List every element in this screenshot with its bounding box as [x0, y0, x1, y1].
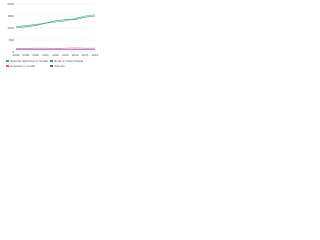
- legend-label: Rural or Urban Roads: [54, 59, 84, 63]
- x-tick-label: 2009: [23, 53, 30, 57]
- legend-label: Hospitals or similar: [10, 64, 35, 68]
- x-tick-label: 2013: [62, 53, 69, 57]
- x-tick-label: 2011: [42, 53, 49, 57]
- legend-label: National Highways or Similar: [10, 59, 48, 63]
- legend-swatch: [50, 60, 53, 62]
- x-tick-label: 2008: [13, 53, 20, 57]
- x-tick-label: 2014: [72, 53, 79, 57]
- line: [15, 14, 96, 28]
- x-tick-label: 2010: [32, 53, 39, 57]
- legend-swatch: [6, 60, 9, 62]
- legend-label: Schools: [54, 64, 65, 68]
- chart: 0 500 1000 1500 2000 2008 2009 2010 2011 2012 2013…: [6, 2, 98, 68]
- x-tick-label: 2012: [52, 53, 59, 57]
- page: 0 500 1000 1500 2000 2008 2009 2010 2011 2012 2013…: [0, 0, 320, 74]
- line: [15, 15, 96, 29]
- y-tick-label: 0: [12, 50, 14, 54]
- legend-swatch: [6, 65, 9, 67]
- y-tick-label: 2000: [7, 2, 14, 6]
- y-tick-label: 1000: [7, 26, 14, 30]
- x-tick-label: 2016: [92, 53, 98, 57]
- x-tick-label: 2015: [82, 53, 89, 57]
- y-tick-label: 500: [9, 38, 14, 42]
- y-tick-label: 1500: [7, 14, 14, 18]
- legend-swatch: [50, 65, 53, 67]
